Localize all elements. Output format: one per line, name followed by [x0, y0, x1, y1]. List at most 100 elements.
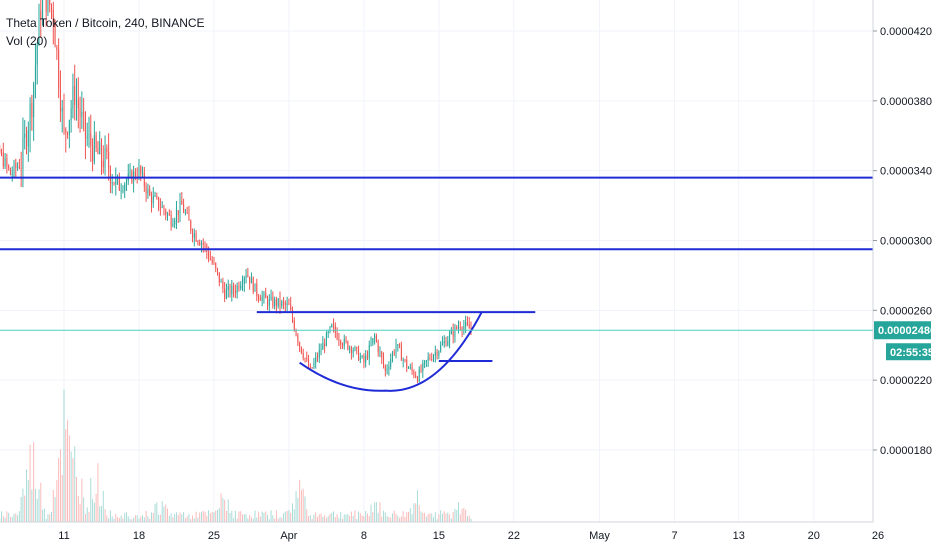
candle-body	[188, 212, 190, 221]
time-tick-label: 15	[433, 530, 445, 542]
volume-bar	[143, 517, 145, 522]
volume-bar	[195, 511, 197, 522]
volume-bar	[158, 514, 160, 522]
volume-bar	[402, 511, 404, 522]
volume-bar	[240, 511, 242, 522]
candle-body	[54, 23, 56, 48]
time-tick-label: 8	[361, 530, 367, 542]
candle-body	[11, 173, 13, 175]
candle-body	[111, 182, 113, 184]
candle-body	[452, 330, 454, 337]
volume-bar	[274, 518, 276, 522]
volume-bar	[179, 512, 181, 522]
candle-body	[118, 176, 120, 191]
volume-bar	[300, 490, 302, 522]
volume-bar	[409, 508, 411, 522]
volume-indicator-label[interactable]: Vol (20)	[6, 34, 48, 48]
candle-body	[304, 358, 306, 360]
candle-body	[170, 215, 172, 227]
volume-bar	[431, 513, 433, 522]
volume-bar	[400, 516, 402, 522]
volume-bar	[209, 513, 211, 522]
volume-bar	[334, 517, 336, 522]
volume-bar	[450, 518, 452, 522]
volume-bar	[43, 508, 45, 522]
volume-bars	[0, 389, 472, 522]
volume-bar	[192, 515, 194, 522]
candle-body	[59, 88, 61, 112]
volume-bar	[83, 497, 85, 522]
candle-body	[409, 367, 411, 369]
candle-body	[274, 299, 276, 307]
volume-bar	[466, 516, 468, 522]
volume-bar	[168, 515, 170, 522]
volume-bar	[340, 512, 342, 522]
time-axis[interactable]: 11 18 25 Apr 8 15 22 May 7 13 20 26	[0, 521, 932, 550]
volume-bar	[352, 515, 354, 522]
candle-body	[70, 108, 72, 121]
volume-bar	[174, 513, 176, 522]
volume-bar	[134, 515, 136, 522]
candle-body	[36, 45, 38, 65]
candle-body	[299, 342, 301, 347]
volume-bar	[184, 518, 186, 522]
candle-body	[411, 367, 413, 372]
candle-body	[413, 371, 415, 376]
volume-bar	[234, 510, 236, 522]
candle-body	[15, 163, 17, 169]
candle-body	[438, 351, 440, 356]
candle-body	[261, 296, 263, 301]
volume-bar	[465, 509, 467, 522]
volume-bar	[150, 512, 152, 522]
candle-body	[386, 369, 388, 371]
volume-bar	[79, 504, 81, 522]
volume-bar	[18, 511, 20, 522]
candle-body	[300, 346, 302, 353]
price-tick-label: 0.00001800	[880, 445, 932, 457]
candle-body	[143, 172, 145, 187]
time-tick-label: 18	[133, 530, 145, 542]
candle-body	[49, 0, 51, 6]
candle-body	[154, 196, 156, 198]
volume-bar	[443, 511, 445, 522]
volume-bar	[309, 515, 311, 522]
candle-body	[283, 301, 285, 303]
volume-bar	[6, 511, 8, 522]
volume-bar	[242, 514, 243, 522]
volume-bar	[434, 512, 436, 522]
symbol-title[interactable]: Theta Token / Bitcoin, 240, BINANCE	[6, 16, 205, 30]
volume-bar	[92, 498, 94, 522]
candle-body	[213, 262, 215, 264]
volume-bar	[231, 511, 233, 522]
volume-bar	[183, 512, 185, 522]
candle-body	[6, 157, 8, 166]
volume-bar	[118, 517, 120, 522]
volume-bar	[177, 515, 179, 522]
candle-body	[199, 242, 201, 245]
candle-body	[377, 341, 379, 352]
candle-body	[281, 301, 283, 307]
volume-bar	[270, 510, 272, 522]
candle-body	[424, 360, 426, 364]
candle-body	[27, 130, 29, 147]
candle-body	[406, 360, 408, 369]
candle-body	[56, 47, 58, 50]
candle-body	[379, 351, 381, 353]
candle-body	[315, 357, 317, 363]
volume-bar	[2, 515, 4, 522]
volume-bar	[154, 504, 156, 522]
candle-body	[186, 212, 188, 214]
volume-bar	[147, 516, 149, 522]
candle-body	[95, 135, 97, 148]
candle-body	[109, 168, 111, 183]
volume-bar	[456, 510, 458, 522]
volume-bar	[117, 517, 119, 522]
volume-bar	[45, 518, 47, 522]
candle-body	[399, 344, 401, 348]
candle-body	[415, 375, 417, 378]
volume-bar	[452, 511, 454, 522]
volume-bar	[227, 499, 229, 522]
countdown-label: 02:55:35	[890, 347, 932, 359]
